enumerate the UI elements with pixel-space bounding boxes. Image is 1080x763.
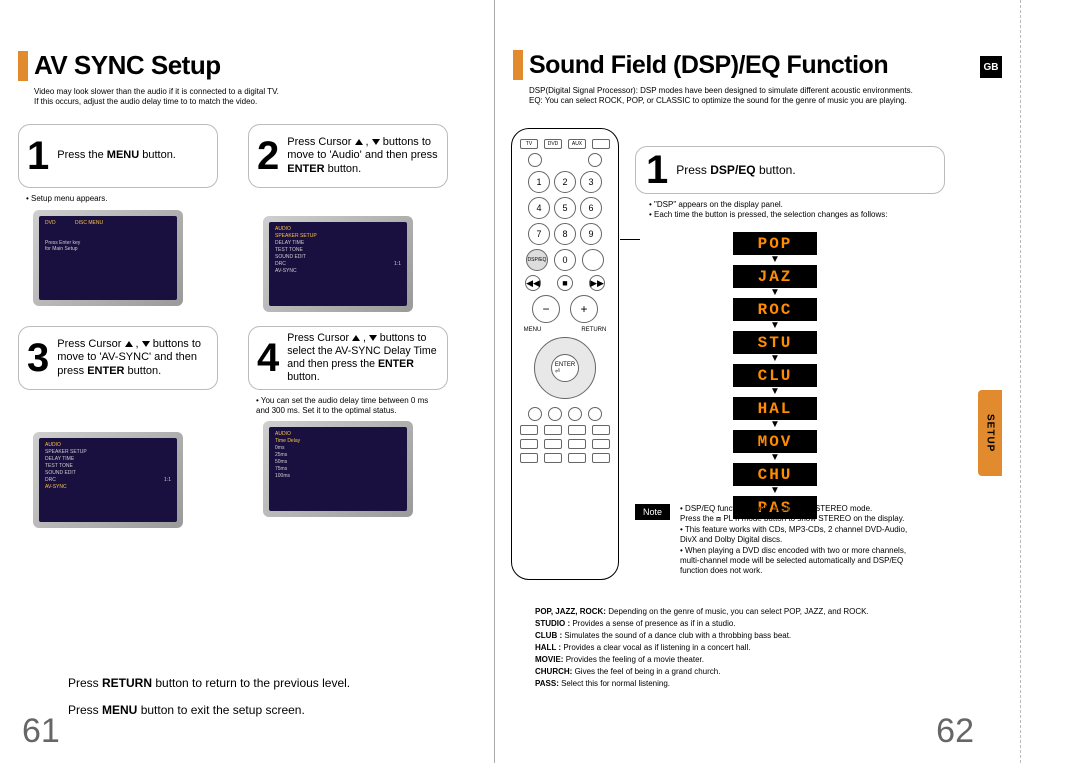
left-subtitle-a: Video may look slower than the audio if … xyxy=(34,87,476,97)
remote-btn-tuner xyxy=(592,139,610,149)
seg-mov: MOV xyxy=(733,430,817,453)
arrow-icon: ▼ xyxy=(770,488,780,494)
remote-enter: ENTER⏎ xyxy=(551,354,579,382)
step-row-2: 3 Press Cursor , buttons to move to 'AV-… xyxy=(18,326,476,538)
seg-roc: ROC xyxy=(733,298,817,321)
step-2: 2 Press Cursor , buttons to move to 'Aud… xyxy=(248,124,448,188)
right-sub-a: DSP(Digital Signal Processor): DSP modes… xyxy=(529,86,1002,96)
leader-line xyxy=(620,239,640,240)
gb-badge: GB xyxy=(980,56,1002,78)
seg-hal: HAL xyxy=(733,397,817,420)
screenshot-4: AUDIO Time Delay 0ms 25ms 50ms 75ms 100m… xyxy=(263,421,413,517)
arrow-icon: ▼ xyxy=(770,257,780,263)
seg-chu: CHU xyxy=(733,463,817,486)
page-61: AV SYNC Setup Video may look slower than… xyxy=(0,0,495,763)
step-1-num: 1 xyxy=(27,138,49,174)
step-3: 3 Press Cursor , buttons to move to 'AV-… xyxy=(18,326,218,390)
arrow-icon: ▼ xyxy=(770,455,780,461)
setup-side-tab: SETUP xyxy=(978,390,1002,476)
remote-power xyxy=(528,153,542,167)
step-3-text: Press Cursor , buttons to move to 'AV-SY… xyxy=(57,338,209,379)
seg-stu: STU xyxy=(733,331,817,354)
remote-dspeq: DSP/EQ xyxy=(526,249,548,271)
mode-definitions: POP, JAZZ, ROCK: Depending on the genre … xyxy=(535,606,965,690)
screenshot-1: DVD DISC MENU Press Enter key for Main S… xyxy=(33,210,183,306)
screenshot-2: AUDIO SPEAKER SETUP DELAY TIME TEST TONE… xyxy=(263,216,413,312)
remote-btn-dvd: DVD xyxy=(544,139,562,149)
step-4: 4 Press Cursor , buttons to select the A… xyxy=(248,326,448,390)
dsp-step-1-text: Press DSP/EQ button. xyxy=(676,163,795,178)
right-title: Sound Field (DSP)/EQ Function xyxy=(529,51,888,80)
right-subtitle: DSP(Digital Signal Processor): DSP modes… xyxy=(529,86,1002,105)
step-2-num: 2 xyxy=(257,138,279,174)
dsp-step-1-num: 1 xyxy=(646,152,668,188)
dsp-bullets: • "DSP" appears on the display panel. • … xyxy=(649,200,888,221)
left-title: AV SYNC Setup xyxy=(34,50,221,81)
note-box: Note • DSP/EQ function is only available… xyxy=(635,504,980,577)
dsp-bul-b: • Each time the button is pressed, the s… xyxy=(649,210,888,220)
step-4-sub: • You can set the audio delay time betwe… xyxy=(256,396,448,415)
step-1-text: Press the MENU button. xyxy=(57,149,176,163)
note-badge: Note xyxy=(635,504,670,520)
seg-jaz: JAZ xyxy=(733,265,817,288)
right-sub-b: EQ: You can select ROCK, POP, or CLASSIC… xyxy=(529,96,1002,106)
exit-instructions: Press RETURN button to return to the pre… xyxy=(68,670,350,723)
page-number-61: 61 xyxy=(22,712,60,751)
note-list: • DSP/EQ function is only available in S… xyxy=(680,504,980,577)
seg-clu: CLU xyxy=(733,364,817,387)
left-subtitle: Video may look slower than the audio if … xyxy=(34,87,476,106)
remote-btn-aux: AUX xyxy=(568,139,586,149)
dsp-bul-a: • "DSP" appears on the display panel. xyxy=(649,200,888,210)
seg-pop: POP xyxy=(733,232,817,255)
step-4-text: Press Cursor , buttons to select the AV-… xyxy=(287,332,439,385)
step-1: 1 Press the MENU button. xyxy=(18,124,218,188)
remote-dpad: ENTER⏎ xyxy=(534,337,596,399)
step-3-num: 3 xyxy=(27,340,49,376)
step-4-num: 4 xyxy=(257,340,279,376)
arrow-icon: ▼ xyxy=(770,422,780,428)
left-title-bar: AV SYNC Setup xyxy=(18,50,476,81)
right-title-bar: Sound Field (DSP)/EQ Function xyxy=(513,50,1002,80)
arrow-icon: ▼ xyxy=(770,323,780,329)
step-1-sub: • Setup menu appears. xyxy=(26,194,218,204)
remote-btn-tv: TV xyxy=(520,139,538,149)
seg-display-stack: POP ▼ JAZ ▼ ROC ▼ STU ▼ CLU ▼ HAL ▼ MOV … xyxy=(733,232,817,519)
page-62: Sound Field (DSP)/EQ Function GB DSP(Dig… xyxy=(495,0,1020,763)
menu-line: Press MENU button to exit the setup scre… xyxy=(68,697,350,723)
arrow-icon: ▼ xyxy=(770,356,780,362)
dsp-step-1: 1 Press DSP/EQ button. xyxy=(635,146,945,194)
step-2-text: Press Cursor , buttons to move to 'Audio… xyxy=(287,136,439,177)
page-edge xyxy=(1020,0,1080,763)
screenshot-3: AUDIO SPEAKER SETUP DELAY TIME TEST TONE… xyxy=(33,432,183,528)
page-spread: AV SYNC Setup Video may look slower than… xyxy=(0,0,1080,763)
page-number-62: 62 xyxy=(936,712,974,751)
remote-eject xyxy=(588,153,602,167)
arrow-icon: ▼ xyxy=(770,290,780,296)
return-line: Press RETURN button to return to the pre… xyxy=(68,670,350,696)
remote-control-illustration: TV DVD AUX 123 456 789 DSP/EQ0 ◀◀ ■ ▶▶ xyxy=(511,128,619,580)
arrow-icon: ▼ xyxy=(770,389,780,395)
title-accent xyxy=(513,50,523,80)
step-row-1: 1 Press the MENU button. • Setup menu ap… xyxy=(18,124,476,322)
left-subtitle-b: If this occurs, adjust the audio delay t… xyxy=(34,97,476,107)
title-accent xyxy=(18,51,28,81)
remote-numpad: 123 456 789 xyxy=(528,171,602,245)
